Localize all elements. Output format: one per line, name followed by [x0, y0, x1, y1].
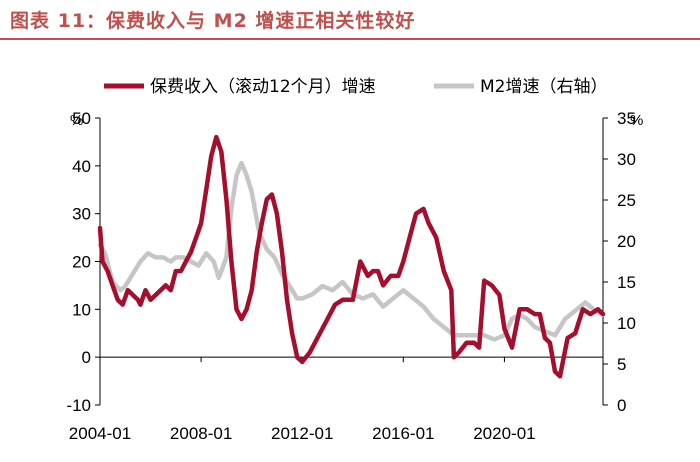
right-tick-label: 5 — [617, 355, 626, 374]
figure-title: 图表 11：保费收入与 M2 增速正相关性较好 — [10, 10, 416, 32]
legend-label-m2: M2增速（右轴） — [480, 77, 607, 97]
x-tick-label: 2012-01 — [271, 424, 333, 443]
x-tick-label: 2016-01 — [372, 424, 434, 443]
right-tick-label: 10 — [617, 314, 636, 333]
axis-ticks: -10 0 10 20 30 40 50 0 5 10 15 20 25 30 35 2004-01 2008-… — [66, 109, 636, 443]
series-line-m2-growth — [97, 160, 606, 342]
left-tick-label: 40 — [72, 157, 91, 176]
right-axis-unit: % — [630, 112, 643, 129]
left-tick-label: 20 — [72, 253, 91, 272]
left-tick-label: 10 — [72, 300, 91, 319]
x-tick-label: 2008-01 — [170, 424, 232, 443]
right-tick-label: 30 — [617, 150, 636, 169]
right-tick-label: 20 — [617, 232, 636, 251]
x-tick-label: 2020-01 — [473, 424, 535, 443]
left-tick-label: 50 — [72, 109, 91, 128]
chart-axes — [99, 118, 604, 405]
series-layer — [97, 134, 606, 379]
right-tick-label: 15 — [617, 273, 636, 292]
left-axis-unit: % — [70, 112, 83, 129]
legend: 保费收入（滚动12个月）增速 M2增速（右轴） — [104, 77, 607, 97]
x-tick-label: 2004-01 — [69, 424, 131, 443]
series-line-premium-growth — [97, 134, 606, 379]
left-tick-label: -10 — [66, 396, 91, 415]
right-tick-label: 25 — [617, 191, 636, 210]
left-tick-label: 0 — [82, 348, 91, 367]
legend-label-premium: 保费收入（滚动12个月）增速 — [150, 77, 376, 97]
title-divider — [0, 38, 700, 40]
right-tick-label: 0 — [617, 396, 626, 415]
left-tick-label: 30 — [72, 205, 91, 224]
right-tick-label: 35 — [617, 109, 636, 128]
